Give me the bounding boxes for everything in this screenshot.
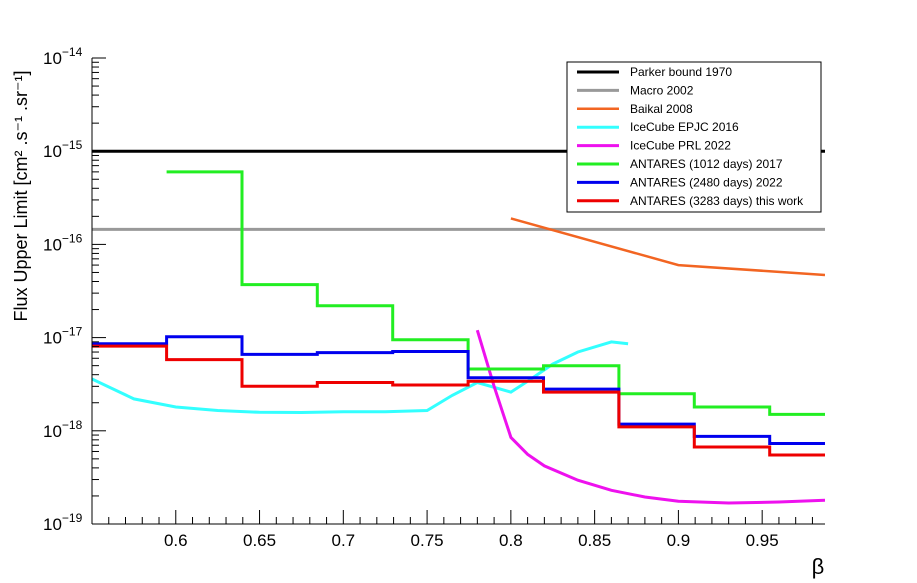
y-tick-label: 10−17 — [43, 325, 83, 348]
y-tick-label: 10−19 — [43, 511, 83, 534]
x-tick-label: 0.7 — [331, 531, 355, 550]
y-tick-label: 10−15 — [43, 138, 83, 161]
legend: Parker bound 1970 Macro 2002 Baikal 2008 Ic… — [566, 61, 822, 213]
legend-label: ANTARES (1012 days) 2017 — [630, 157, 783, 171]
legend-box — [566, 61, 822, 213]
y-axis-title: Flux Upper Limit [cm² .s⁻¹ .sr⁻¹] — [11, 70, 31, 321]
x-tick-label: 0.85 — [578, 531, 611, 550]
legend-label: Macro 2002 — [630, 83, 694, 97]
series-line-2 — [510, 217, 825, 277]
series-line-5 — [166, 170, 825, 416]
y-tick-label: 10−14 — [43, 45, 83, 68]
x-tick-label: 0.65 — [243, 531, 276, 550]
x-axis-title: β — [812, 554, 825, 579]
y-tick-label: 10−18 — [43, 418, 83, 441]
series-layer — [92, 149, 825, 505]
x-tick-label: 0.95 — [746, 531, 779, 550]
x-tick-label: 0.8 — [499, 531, 523, 550]
legend-label: Baikal 2008 — [630, 102, 693, 116]
y-tick-label: 10−16 — [43, 231, 83, 254]
legend-label: Parker bound 1970 — [630, 65, 732, 79]
legend-label: ANTARES (3283 days) this work — [630, 194, 804, 208]
x-tick-label: 0.9 — [667, 531, 691, 550]
axes-layer: 0.6 0.65 0.7 0.75 0.8 0.85 0.9 0.95 10−14 10−15 10… — [43, 45, 825, 550]
legend-label: IceCube PRL 2022 — [630, 139, 731, 153]
legend-label: IceCube EPJC 2016 — [630, 120, 739, 134]
x-tick-label: 0.75 — [411, 531, 444, 550]
series-line-7 — [92, 344, 825, 457]
series-line-4 — [475, 329, 825, 505]
series-line-3 — [92, 340, 629, 415]
x-tick-label: 0.6 — [164, 531, 188, 550]
legend-label: ANTARES (2480 days) 2022 — [630, 175, 783, 189]
